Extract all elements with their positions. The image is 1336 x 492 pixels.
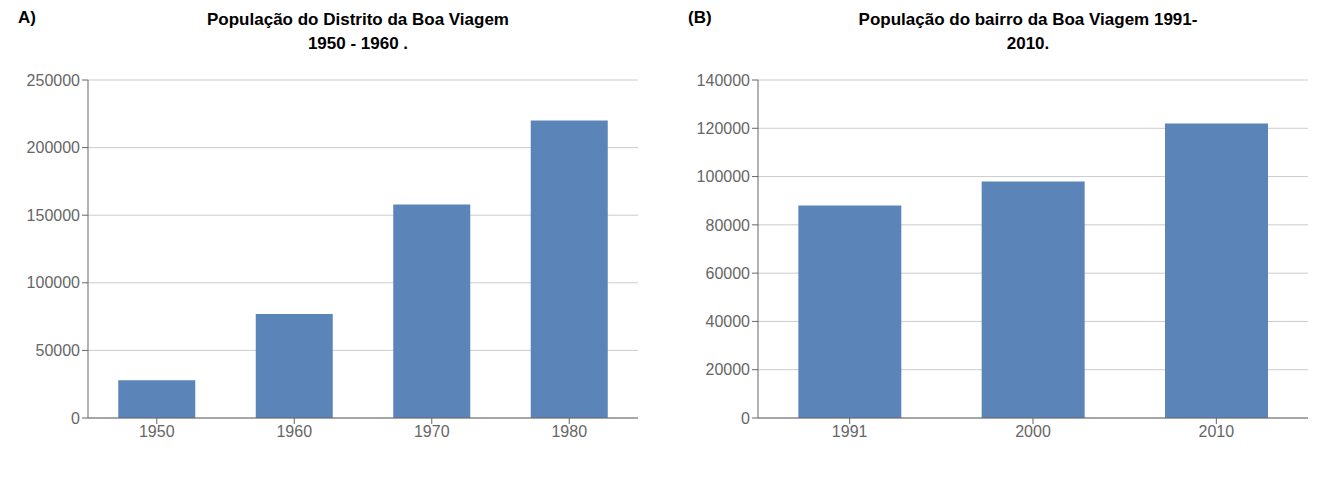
svg-text:60000: 60000 bbox=[706, 265, 751, 282]
svg-text:250000: 250000 bbox=[27, 72, 80, 89]
svg-text:100000: 100000 bbox=[697, 168, 750, 185]
svg-text:50000: 50000 bbox=[36, 342, 81, 359]
svg-text:1960: 1960 bbox=[276, 423, 312, 440]
html-text:(B): (B) bbox=[688, 8, 712, 27]
html-text:População do bairro da Boa Via: População do bairro da Boa Viagem 1991- bbox=[858, 10, 1198, 29]
svg-text:1991: 1991 bbox=[832, 423, 868, 440]
svg-text:150000: 150000 bbox=[27, 207, 80, 224]
html-text:A): A) bbox=[18, 8, 36, 27]
html-text:1950 - 1960 .: 1950 - 1960 . bbox=[307, 34, 409, 53]
html-text:População do Distrito da Boa V: População do Distrito da Boa Viagem bbox=[207, 10, 509, 29]
svg-text:0: 0 bbox=[741, 410, 750, 427]
svg-text:1950: 1950 bbox=[139, 423, 175, 440]
svg-text:1980: 1980 bbox=[551, 423, 587, 440]
svg-text:0: 0 bbox=[71, 410, 80, 427]
svg-text:120000: 120000 bbox=[697, 120, 750, 137]
svg-text:2010: 2010 bbox=[1199, 423, 1235, 440]
svg-text:20000: 20000 bbox=[706, 361, 751, 378]
svg-text:1970: 1970 bbox=[414, 423, 450, 440]
svg-text:100000: 100000 bbox=[27, 274, 80, 291]
svg-text:40000: 40000 bbox=[706, 313, 751, 330]
svg-text:200000: 200000 bbox=[27, 139, 80, 156]
html-text:2010.: 2010. bbox=[1006, 34, 1050, 53]
svg-text:140000: 140000 bbox=[697, 72, 750, 89]
svg-text:2000: 2000 bbox=[1015, 423, 1051, 440]
svg-text:80000: 80000 bbox=[706, 217, 751, 234]
